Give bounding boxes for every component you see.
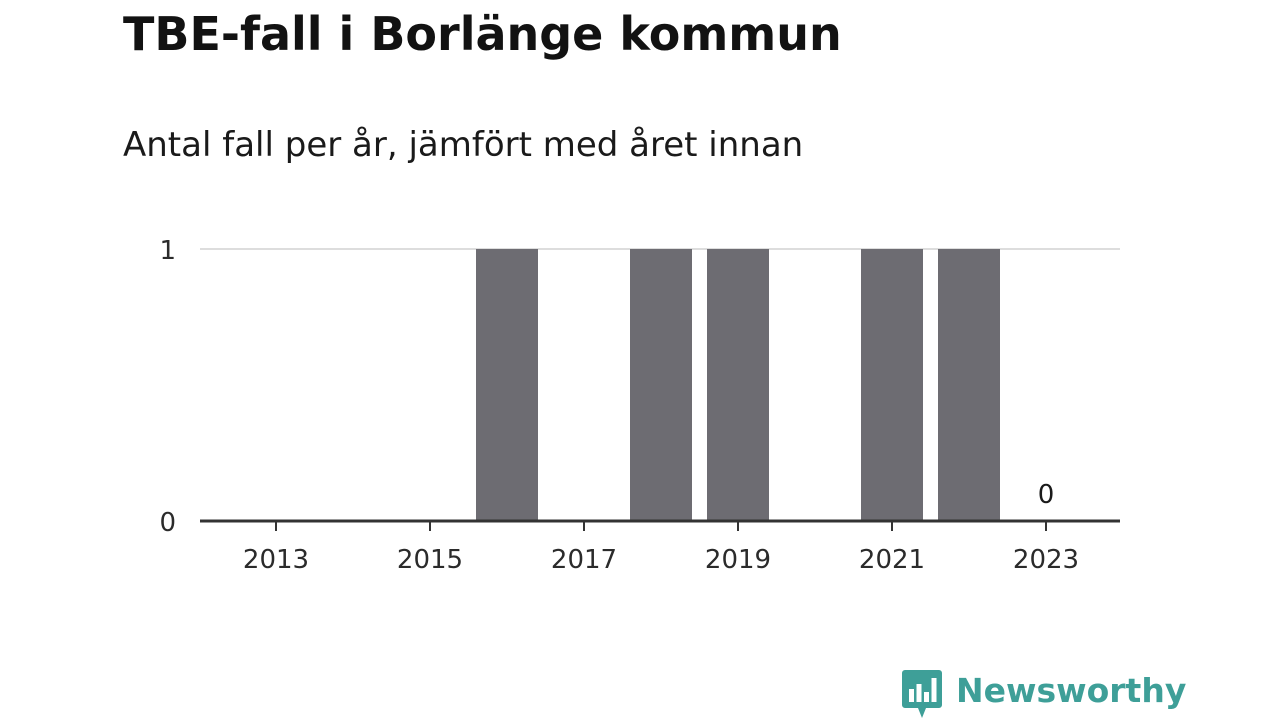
bars [476, 249, 1000, 521]
y-tick-label: 0 [159, 508, 176, 538]
bar-chart: 2013 2015 2017 2019 2021 2023 0 1 0 [159, 236, 1120, 575]
bar-2021 [861, 249, 923, 521]
newsworthy-logo: Newsworthy [902, 670, 1186, 720]
bar-2018 [630, 249, 692, 521]
x-tick-label: 2015 [397, 545, 463, 575]
data-label-2023: 0 [1038, 480, 1055, 510]
bar-chart-speech-bubble-icon [902, 670, 942, 718]
chart-subtitle: Antal fall per år, jämfört med året inna… [123, 125, 804, 165]
chart-title: TBE-fall i Borlänge kommun [123, 7, 842, 61]
x-tick-label: 2019 [705, 545, 771, 575]
axes [200, 519, 1120, 531]
x-tick-label: 2021 [859, 545, 925, 575]
bar-2019 [707, 249, 769, 521]
x-tick-label: 2017 [551, 545, 617, 575]
x-tick-label: 2013 [243, 545, 309, 575]
x-tick-label: 2023 [1013, 545, 1079, 575]
labels: 2013 2015 2017 2019 2021 2023 0 1 0 [159, 236, 1079, 575]
y-tick-label: 1 [159, 236, 176, 266]
bar-2022 [938, 249, 1000, 521]
brand-name: Newsworthy [956, 671, 1187, 710]
bar-2016 [476, 249, 538, 521]
